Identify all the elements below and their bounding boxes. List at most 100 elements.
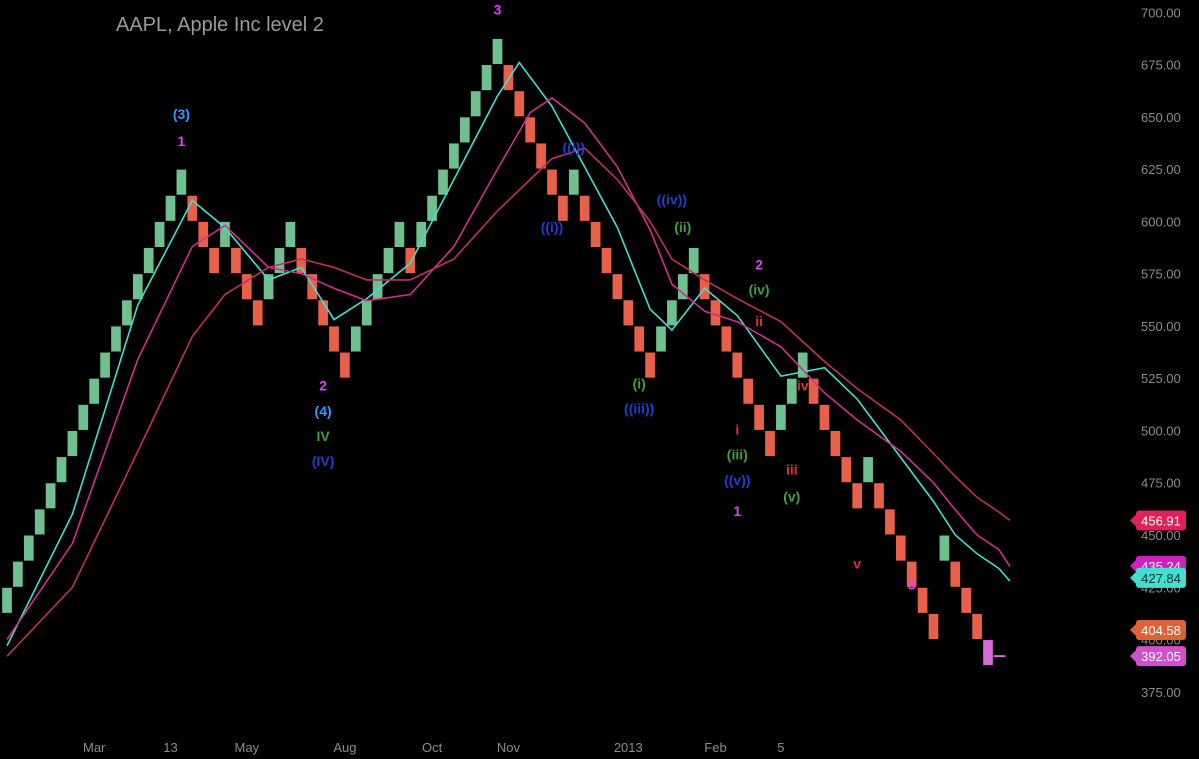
renko-brick [241, 274, 252, 300]
renko-brick [939, 535, 950, 561]
renko-brick [830, 430, 841, 457]
x-tick-label: May [235, 740, 260, 755]
x-tick-label: Aug [333, 740, 356, 755]
moving-average-line [6, 61, 1011, 647]
renko-brick [220, 221, 230, 247]
wave-label: 3 [908, 576, 916, 592]
renko-brick [579, 195, 590, 221]
wave-label: ((v)) [724, 472, 750, 488]
renko-brick [165, 195, 176, 221]
x-tick-label: 5 [777, 740, 784, 755]
price-badge [1136, 646, 1186, 667]
wave-label: iii [786, 461, 798, 477]
renko-brick [623, 300, 634, 326]
x-tick-label: Nov [497, 740, 521, 755]
renko-brick [612, 274, 623, 300]
renko-brick [45, 483, 56, 509]
price-badge [1136, 619, 1186, 640]
x-tick-label: Mar [83, 740, 106, 755]
renko-brick [481, 65, 492, 91]
renko-brick [732, 352, 743, 378]
renko-brick [285, 221, 296, 247]
renko-brick [819, 404, 830, 430]
price-badge-pointer [1130, 650, 1136, 663]
renko-brick [405, 248, 416, 274]
renko-brick [721, 326, 732, 352]
wave-label: (4) [315, 403, 332, 419]
wave-label: v [853, 555, 861, 571]
renko-brick [645, 352, 655, 378]
renko-brick [307, 274, 318, 300]
renko-brick [503, 65, 514, 91]
renko-brick [209, 248, 219, 274]
renko-brick [863, 457, 873, 483]
wave-label: (ii) [674, 219, 691, 235]
renko-brick [449, 143, 459, 169]
moving-average-line [6, 147, 1011, 657]
renko-brick [776, 404, 786, 430]
renko-brick [274, 248, 285, 274]
y-tick-label: 550.00 [1141, 319, 1181, 334]
moving-average-line [6, 97, 1011, 640]
renko-brick [318, 300, 328, 326]
renko-brick [677, 274, 688, 300]
y-tick-label: 525.00 [1141, 371, 1181, 386]
wave-label: 3 [494, 1, 502, 17]
renko-brick [56, 457, 67, 483]
wave-label: IV [316, 428, 330, 444]
renko-brick [765, 430, 775, 457]
y-tick-label: 600.00 [1141, 214, 1181, 229]
x-tick-label: Feb [704, 740, 726, 755]
renko-brick [808, 378, 819, 404]
price-badge-pointer [1130, 559, 1136, 572]
renko-brick [558, 195, 568, 221]
renko-brick [786, 378, 797, 404]
price-badge-pointer [1130, 514, 1136, 527]
renko-brick [874, 483, 884, 509]
renko-brick [568, 169, 579, 195]
renko-brick [950, 561, 961, 587]
y-tick-label: 625.00 [1141, 162, 1181, 177]
renko-brick [906, 561, 917, 587]
renko-brick [438, 169, 448, 195]
renko-brick [176, 169, 187, 195]
renko-brick [34, 509, 45, 535]
price-badge-label: 427.84 [1141, 571, 1181, 586]
renko-brick [667, 300, 677, 326]
y-tick-label: 500.00 [1141, 423, 1181, 438]
renko-brick [885, 509, 895, 535]
renko-brick [688, 248, 699, 274]
renko-brick [154, 221, 165, 247]
renko-brick [841, 457, 852, 483]
renko-brick [852, 483, 863, 509]
renko-brick [2, 587, 12, 613]
renko-brick [656, 326, 666, 352]
renko-brick [525, 117, 536, 143]
renko-brick [23, 535, 34, 561]
renko-brick [514, 91, 525, 117]
renko-brick [634, 326, 645, 352]
y-tick-label: 650.00 [1141, 110, 1181, 125]
renko-brick [416, 221, 427, 247]
wave-label: 2 [319, 378, 327, 394]
renko-brick [13, 561, 23, 587]
renko-brick [972, 613, 982, 640]
wave-label: ((iv)) [657, 192, 687, 208]
renko-brick [122, 300, 132, 326]
wave-label: (3) [173, 106, 190, 122]
wave-label: ((i)) [563, 139, 586, 155]
wave-label: ((i)) [541, 219, 564, 235]
wave-label: 1 [733, 503, 741, 519]
renko-brick [350, 326, 361, 352]
y-tick-label: 475.00 [1141, 476, 1181, 491]
price-badge-label: 392.05 [1141, 649, 1181, 664]
renko-brick [699, 274, 710, 300]
renko-brick [590, 221, 601, 247]
renko-brick [67, 430, 78, 457]
renko-brick [459, 117, 470, 143]
renko-brick [143, 248, 154, 274]
price-badge [1136, 567, 1186, 588]
renko-brick [383, 248, 394, 274]
y-tick-label: 700.00 [1141, 5, 1181, 20]
